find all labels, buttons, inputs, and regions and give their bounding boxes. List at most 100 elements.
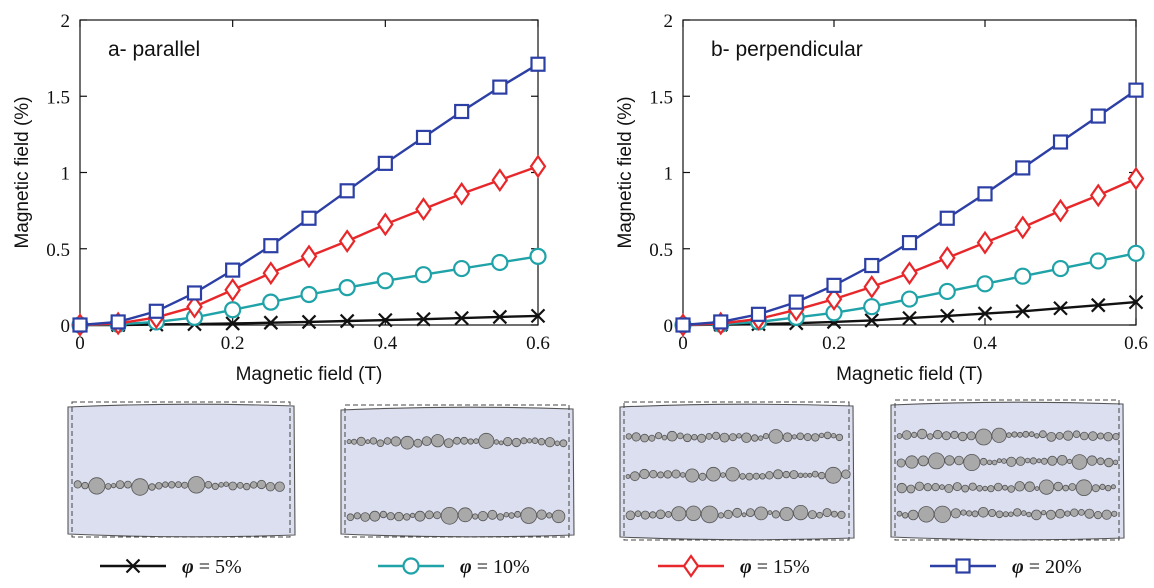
particle [228,481,238,491]
particle [1055,508,1065,519]
legend-value: = 20 [1024,556,1065,578]
data-point [378,312,393,328]
particle [975,428,993,446]
particle [1013,508,1022,517]
particle [1006,432,1012,438]
particle [498,440,504,446]
particle [73,480,82,489]
particle [698,472,707,481]
particle [988,508,997,517]
particle [649,511,657,519]
particle [649,470,658,479]
particle [732,507,743,518]
data-point [976,275,994,293]
particle [148,483,156,491]
series-square [72,56,546,333]
particle [818,471,826,480]
legend-symbol: φ [460,556,472,578]
legend: φ = 5% φ = 10% φ = 15% φ = 20% [100,554,1082,578]
particle [155,482,163,490]
particle-chain [625,429,844,444]
particle [933,429,943,440]
particle [1067,458,1073,464]
data-point [1052,198,1069,223]
particle [782,432,793,443]
particle [961,484,970,493]
particle [993,482,1003,492]
particle [1110,484,1116,490]
particle [665,511,672,518]
particle [918,506,935,523]
legend-symbol: φ [182,556,194,578]
particle [639,468,650,480]
data-point [1127,166,1145,191]
particle [896,433,903,439]
particle [493,439,500,445]
particle [1103,432,1113,442]
illustration-2 [340,404,575,538]
particle [811,433,820,442]
particle [966,431,976,441]
chart-title: a- parallel [108,38,200,61]
particle [1002,511,1009,518]
particle [751,434,759,442]
particle [719,432,730,443]
particle [511,437,522,448]
particle [841,469,851,479]
particle [917,455,929,467]
particle [400,435,415,450]
particle [1078,509,1085,516]
particle [723,509,733,520]
y-tick-label: 2 [61,11,71,32]
particle [824,466,842,484]
particle [88,477,106,495]
data-point [1053,300,1068,316]
x-tick-label: 0.2 [221,333,245,354]
particle [746,508,755,517]
particle [487,509,498,520]
particle [369,510,381,522]
particle [1036,458,1042,464]
particle [236,481,244,489]
particle [1008,511,1014,517]
particle [1053,481,1063,492]
particle [351,438,358,445]
legend-unit: % [225,556,242,578]
particle [376,439,385,448]
particle [765,471,774,480]
plot-frame [79,19,539,326]
chain-illustrations [67,399,1125,541]
data-point [186,285,203,301]
data-point [262,261,280,286]
legend-value: = 15 [752,556,793,578]
particle [926,433,934,440]
particle [1039,430,1047,439]
particle [115,480,125,490]
particle-chain [346,432,568,450]
particle [758,435,764,441]
particle [1031,509,1042,521]
particle [685,505,702,522]
particle [773,469,784,480]
data-point [300,285,318,304]
particle [939,484,945,490]
particle [1099,483,1106,490]
particle [816,511,823,519]
data-point [529,247,547,265]
particle [1007,485,1015,493]
data-point [1052,134,1069,150]
particle [211,482,219,490]
particle [768,429,784,444]
particle [242,482,251,491]
data-point [339,183,355,199]
particle [356,436,366,446]
particle [1014,481,1025,492]
particle [958,431,968,442]
particle [1075,479,1093,497]
particle [1015,456,1026,466]
data-point [1128,294,1144,310]
particle [477,510,488,522]
particle [739,473,746,480]
data-point [1014,215,1032,240]
